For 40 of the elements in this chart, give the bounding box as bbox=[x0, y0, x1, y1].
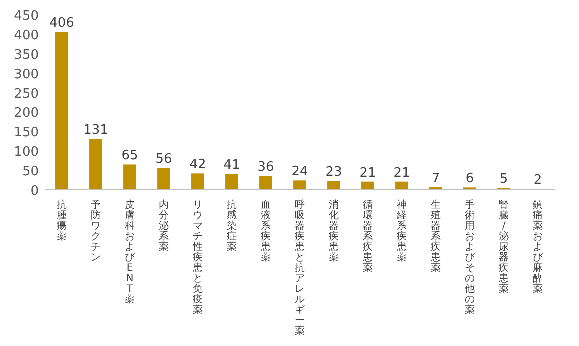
data-label: 7 bbox=[432, 171, 440, 186]
data-label: 131 bbox=[84, 123, 108, 138]
data-label: 65 bbox=[122, 148, 138, 164]
x-tick-label: 抗腫瘍薬 bbox=[57, 199, 67, 242]
data-label: 21 bbox=[360, 166, 376, 181]
data-label: 36 bbox=[258, 160, 274, 175]
y-tick-label: 100 bbox=[14, 145, 39, 160]
category-label: 腎臓/泌尿器疾患薬 bbox=[499, 200, 509, 295]
x-tick-label: 血液系疾患薬 bbox=[260, 199, 271, 264]
x-tick-label: 生殖器系疾患薬 bbox=[430, 199, 441, 274]
data-label: 2 bbox=[534, 173, 542, 188]
data-label: 42 bbox=[190, 158, 206, 173]
x-tick-label: 循環器系疾患薬 bbox=[362, 200, 373, 274]
y-tick-label: 300 bbox=[14, 67, 39, 82]
y-tick-label: 50 bbox=[22, 164, 39, 180]
x-tick-label: 予防ワクチン bbox=[91, 200, 101, 264]
x-tick-label: 抗感染症薬 bbox=[227, 199, 237, 253]
x-tick-label: 消化器疾患薬 bbox=[328, 199, 339, 264]
data-label: 21 bbox=[394, 166, 410, 181]
y-tick-label: 0 bbox=[30, 184, 39, 199]
data-label: 56 bbox=[156, 152, 172, 168]
x-tick-label: 神経系疾患薬 bbox=[396, 199, 407, 264]
data-label: 406 bbox=[50, 16, 74, 32]
y-tick-label: 350 bbox=[14, 48, 39, 63]
category-label: 手術用およびその他の薬 bbox=[465, 200, 475, 316]
category-label: 皮膚科およびENT薬 bbox=[125, 200, 135, 306]
y-tick-label: 150 bbox=[14, 126, 39, 141]
y-tick-label: 450 bbox=[14, 9, 39, 24]
y-tick-label: 400 bbox=[14, 28, 39, 44]
y-tick-label: 250 bbox=[14, 86, 39, 102]
data-label: 5 bbox=[500, 172, 508, 188]
category-label: 鎮痛薬および麻酔薬 bbox=[533, 200, 543, 295]
category-label: リウマチ性疾患と免疫薬 bbox=[193, 200, 203, 316]
category-label: 呼吸器疾患と抗アレルギー薬 bbox=[295, 200, 305, 337]
data-label: 24 bbox=[292, 164, 308, 180]
data-label: 41 bbox=[224, 158, 240, 174]
y-tick-label: 200 bbox=[14, 106, 39, 122]
data-label: 23 bbox=[326, 165, 342, 180]
data-label: 6 bbox=[466, 172, 474, 187]
x-tick-label: 内分泌系薬 bbox=[159, 199, 169, 253]
